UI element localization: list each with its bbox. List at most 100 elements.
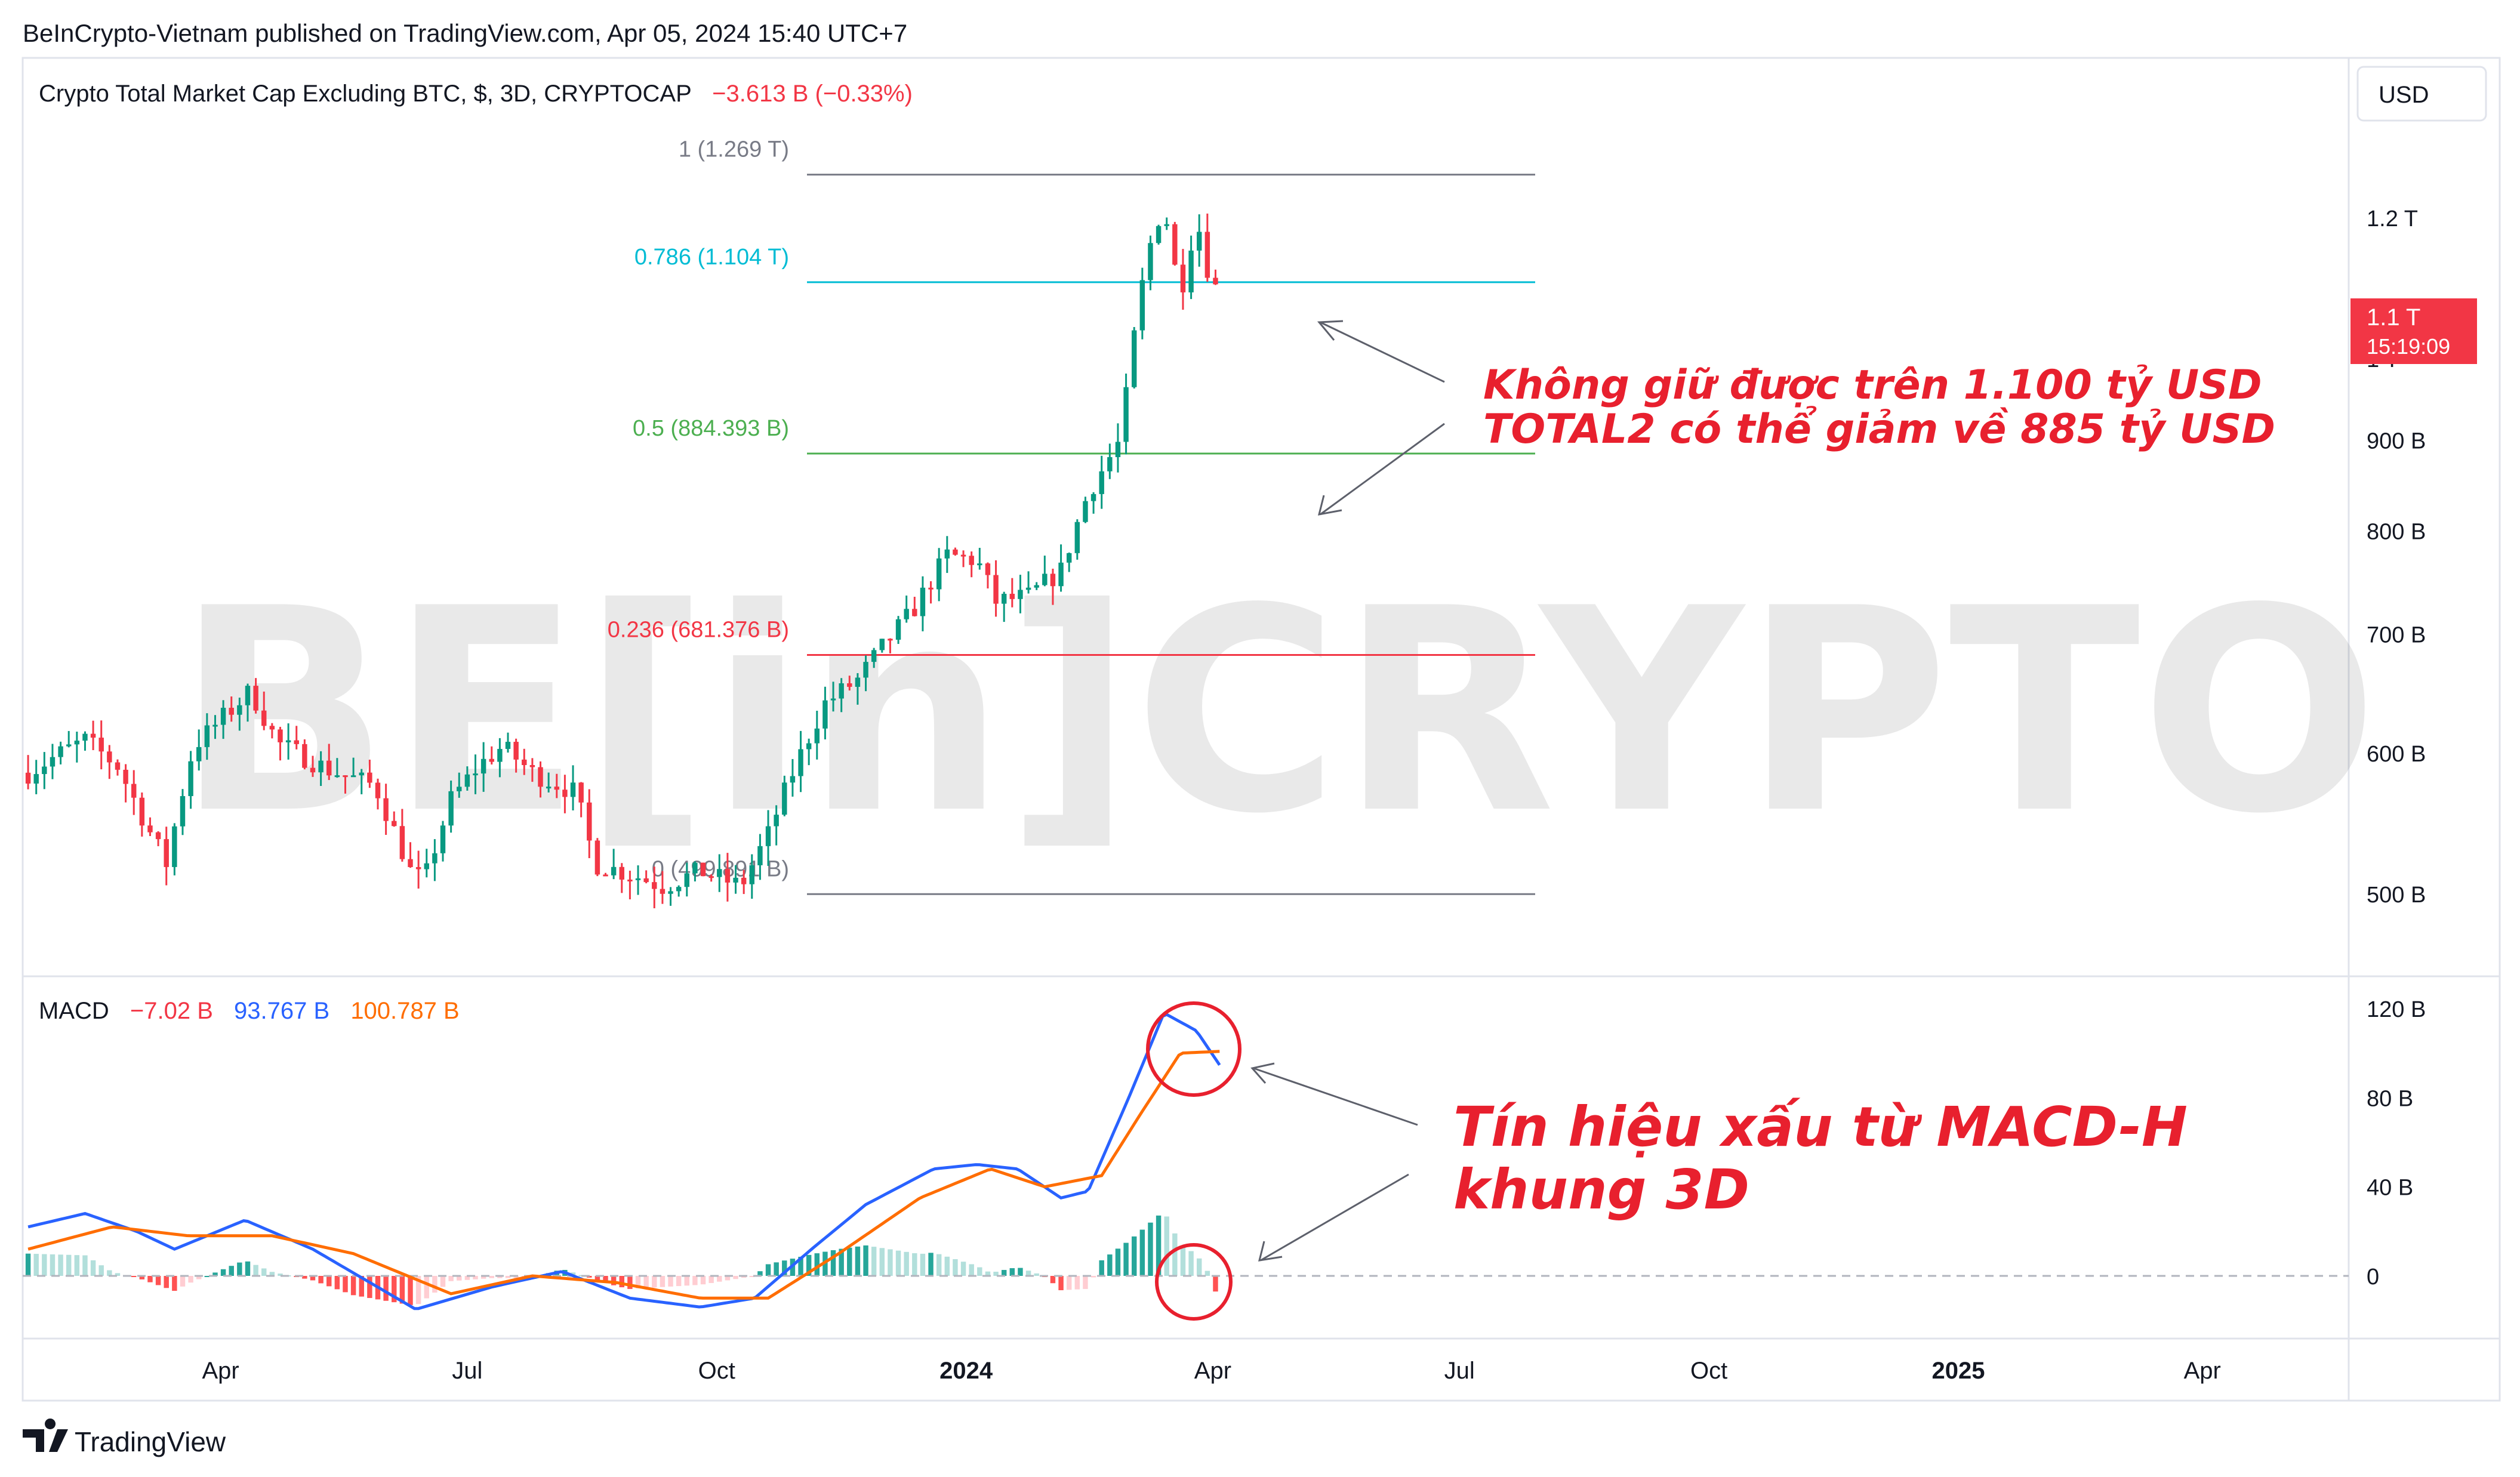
candle-body (522, 759, 527, 766)
candle-body (863, 662, 868, 678)
candle-body (546, 787, 552, 789)
candle (392, 811, 397, 827)
candle-body (237, 705, 242, 715)
histogram-bar (473, 1276, 478, 1279)
candle-body (123, 769, 128, 784)
candle-body (627, 879, 633, 881)
candle-body (790, 776, 796, 783)
candle-body (278, 729, 283, 742)
candle-body (204, 725, 210, 747)
candle (204, 713, 210, 760)
candle (708, 874, 714, 882)
candle-body (692, 862, 698, 874)
histogram-bar (806, 1254, 812, 1276)
candle (464, 766, 470, 791)
candle-body (847, 683, 852, 687)
candle (643, 870, 649, 884)
price-tick-label: 900 B (2367, 428, 2426, 454)
histogram-bar (220, 1269, 226, 1276)
time-tick-label: 2024 (939, 1358, 993, 1384)
macd-annotation-line2: khung 3D (1453, 1158, 1749, 1222)
candle (25, 755, 31, 790)
candle (212, 715, 218, 739)
candle (1042, 556, 1048, 587)
candle-body (229, 708, 234, 715)
histogram-bar (871, 1247, 877, 1276)
candle (993, 560, 999, 617)
candle-body (399, 826, 405, 859)
fib-level-label: 0.236 (681.376 B) (608, 617, 789, 642)
candle (131, 770, 137, 815)
candle-body (139, 797, 145, 826)
candle-body (1172, 224, 1178, 265)
histogram-bar (660, 1276, 666, 1287)
candle (497, 738, 503, 778)
histogram-bar (350, 1276, 356, 1296)
candle-body (350, 775, 356, 778)
candle (424, 849, 429, 878)
last-price-label: 1.1 T 15:19:09 (2350, 298, 2477, 364)
time-axis: Apr Jul Oct 2024 Apr Jul Oct 2025 Apr (202, 1358, 2220, 1384)
tradingview-logo[interactable]: TradingView (23, 1419, 226, 1457)
candle-body (1034, 585, 1039, 588)
candle (969, 551, 974, 578)
candle-body (1018, 590, 1023, 599)
candle-body (74, 741, 80, 745)
candle-body (839, 683, 844, 699)
macd-legend-signal: 100.787 B (350, 998, 459, 1024)
candle-body (1058, 562, 1064, 587)
candle-body (1025, 587, 1031, 590)
candle (879, 639, 885, 653)
candle (237, 698, 242, 731)
price-tick-label: 500 B (2367, 883, 2426, 908)
histogram-bar (977, 1267, 982, 1276)
candle-body (25, 772, 31, 784)
candle (603, 872, 608, 877)
histogram-bar (1180, 1246, 1186, 1276)
histogram-bar (749, 1276, 755, 1277)
histogram-bar (489, 1276, 494, 1278)
candle-body (440, 825, 446, 853)
histogram-bar (408, 1276, 413, 1305)
histogram-bar (1148, 1222, 1153, 1276)
candle (684, 862, 690, 897)
histogram-bar (1058, 1276, 1064, 1290)
candle-body (212, 724, 218, 727)
candle-body (457, 787, 462, 791)
candle (839, 678, 844, 713)
currency-button[interactable]: USD (2356, 66, 2487, 122)
histogram-bar (676, 1276, 682, 1287)
candle-body (782, 782, 787, 815)
candle (42, 752, 47, 790)
symbol-legend[interactable]: Crypto Total Market Cap Excluding BTC, $… (39, 81, 913, 107)
candle-body (708, 876, 714, 878)
histogram-bar (1066, 1276, 1072, 1290)
histogram-bar (367, 1276, 372, 1299)
candle-body (464, 774, 470, 787)
candle-body (408, 859, 413, 867)
histogram-bar (904, 1251, 909, 1276)
macd-legend[interactable]: MACD −7.02 B 93.767 B 100.787 B (39, 998, 460, 1024)
candle (294, 726, 299, 750)
candle (489, 746, 494, 765)
candle-body (359, 772, 364, 776)
histogram-bar (627, 1276, 633, 1289)
histogram-bar (668, 1276, 673, 1287)
candle-body (383, 798, 389, 821)
macd-cross-circle (1146, 1001, 1241, 1097)
candle (180, 789, 186, 835)
candle (334, 758, 340, 778)
candle (660, 871, 666, 904)
candle-body (294, 740, 299, 744)
candle (741, 869, 747, 895)
histogram-bar (985, 1271, 991, 1276)
histogram-bar (1074, 1276, 1080, 1290)
candle-body (489, 758, 494, 762)
histogram-bar (1188, 1251, 1194, 1276)
candle (1139, 267, 1145, 340)
candle (107, 745, 112, 779)
histogram-bar (326, 1276, 332, 1287)
currency-button-bg (2356, 66, 2487, 122)
candle-body (285, 740, 291, 742)
candle (115, 759, 121, 776)
